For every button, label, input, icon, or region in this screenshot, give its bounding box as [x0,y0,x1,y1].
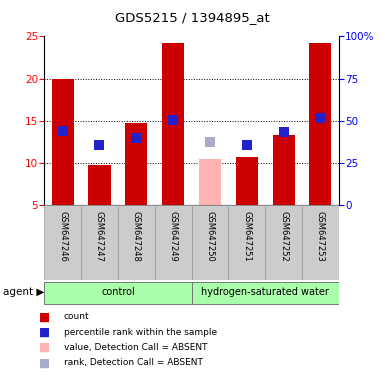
Bar [273,135,295,205]
Bar [81,205,118,280]
Text: GDS5215 / 1394895_at: GDS5215 / 1394895_at [115,11,270,24]
Bar [44,205,81,280]
Text: GSM647246: GSM647246 [58,212,67,262]
Text: ■: ■ [38,356,50,369]
Bar [192,205,228,280]
Text: ■: ■ [38,341,50,354]
Point [317,115,323,121]
Bar [302,205,339,280]
Text: ■: ■ [38,310,50,323]
Text: value, Detection Call = ABSENT: value, Detection Call = ABSENT [64,343,207,352]
Text: agent ▶: agent ▶ [3,287,44,297]
Text: ■: ■ [38,326,50,339]
Bar [89,165,110,205]
Bar [125,122,147,205]
Text: GSM647249: GSM647249 [169,212,177,262]
Bar [44,281,192,304]
Point [244,142,250,149]
Bar [236,157,258,205]
Text: GSM647248: GSM647248 [132,212,141,262]
Text: GSM647252: GSM647252 [279,212,288,262]
Bar [310,43,331,205]
Point [281,129,287,135]
Text: GSM647250: GSM647250 [206,212,214,262]
Text: percentile rank within the sample: percentile rank within the sample [64,328,217,337]
Point [170,117,176,123]
Bar [155,205,192,280]
Bar [118,205,155,280]
Bar [265,205,302,280]
Bar [192,281,339,304]
Point [96,142,102,149]
Text: count: count [64,312,89,321]
Point [60,128,66,134]
Point [207,139,213,145]
Bar [228,205,265,280]
Bar [52,79,74,205]
Text: hydrogen-saturated water: hydrogen-saturated water [201,287,329,297]
Text: control: control [101,287,135,297]
Text: GSM647251: GSM647251 [242,212,251,262]
Text: GSM647253: GSM647253 [316,212,325,262]
Bar [162,43,184,205]
Bar [199,159,221,205]
Text: rank, Detection Call = ABSENT: rank, Detection Call = ABSENT [64,358,203,367]
Text: GSM647247: GSM647247 [95,212,104,262]
Point [133,135,139,141]
